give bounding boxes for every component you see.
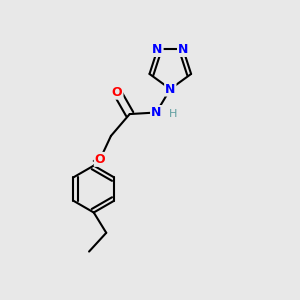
Text: O: O xyxy=(112,86,122,99)
Text: N: N xyxy=(165,82,175,96)
Text: N: N xyxy=(152,43,163,56)
Text: N: N xyxy=(178,43,188,56)
Text: H: H xyxy=(169,109,178,119)
Text: N: N xyxy=(151,106,161,119)
Text: O: O xyxy=(95,153,105,166)
